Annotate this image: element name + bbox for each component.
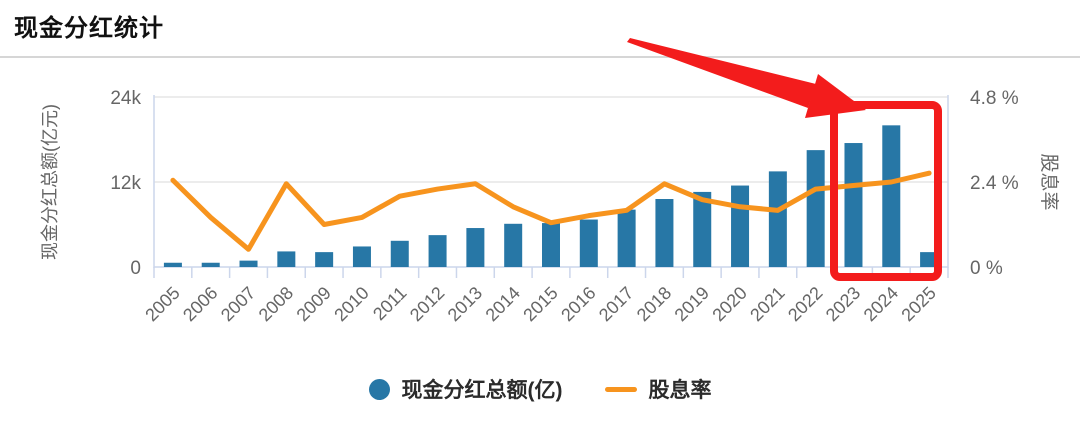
x-axis-label-2006: 2006: [179, 283, 221, 325]
bar-2013[interactable]: [466, 228, 485, 267]
x-axis-label-2011: 2011: [369, 283, 411, 325]
chart-legend: 现金分红总额(亿) 股息率: [0, 371, 1080, 407]
bar-2006[interactable]: [201, 262, 220, 267]
x-axis-label-2008: 2008: [255, 283, 297, 325]
x-axis-label-2022: 2022: [784, 283, 826, 325]
bar-2011[interactable]: [390, 240, 409, 267]
right-axis-title: 股息率: [1038, 153, 1060, 210]
bar-2018[interactable]: [655, 199, 674, 267]
legend-item-dividend-yield[interactable]: 股息率: [604, 374, 712, 404]
yield-line[interactable]: [170, 170, 932, 252]
bar-2009[interactable]: [315, 252, 334, 267]
x-axis-label-2010: 2010: [330, 283, 372, 325]
x-axis-label-2005: 2005: [141, 283, 183, 325]
title-divider: [0, 56, 1080, 58]
legend-line-marker: [604, 386, 637, 392]
left-axis-tick-label: 12k: [110, 173, 141, 194]
x-axis-label-2012: 2012: [406, 283, 448, 325]
bar-2012[interactable]: [428, 235, 447, 267]
bar-2024[interactable]: [882, 125, 901, 267]
left-axis-title: 现金分红总额(亿元): [40, 104, 60, 260]
bar-2025[interactable]: [920, 252, 939, 267]
x-axis-label-2020: 2020: [708, 283, 750, 325]
x-axis-label-2021: 2021: [746, 283, 788, 325]
right-axis-tick-label: 4.8 %: [970, 88, 1019, 109]
left-axis-tick-label: 24k: [110, 88, 141, 109]
x-axis-label-2025: 2025: [897, 283, 939, 325]
x-axis-label-2014: 2014: [482, 283, 524, 325]
x-axis-label-2019: 2019: [671, 283, 713, 325]
bar-2019[interactable]: [693, 191, 712, 267]
bar-2010[interactable]: [352, 246, 371, 267]
left-axis-tick-label: 0: [130, 258, 141, 279]
bar-2015[interactable]: [542, 223, 560, 267]
bar-2007[interactable]: [239, 260, 258, 267]
bar-2017[interactable]: [617, 209, 636, 267]
right-axis-tick-label: 0 %: [970, 258, 1003, 279]
page-title: 现金分红统计: [14, 15, 164, 42]
bar-2008[interactable]: [277, 251, 296, 267]
right-axis-tick-label: 2.4 %: [970, 173, 1019, 194]
x-axis-label-2016: 2016: [557, 283, 599, 325]
bar-2020[interactable]: [731, 185, 750, 267]
bar-2016[interactable]: [579, 219, 598, 267]
chart-plot-area: 24k 12k 0 4.8 % 2.4 % 0 % 20052006200720082009…: [40, 88, 1060, 325]
x-axis-label-2024: 2024: [860, 283, 902, 325]
bar-2005[interactable]: [163, 262, 182, 267]
x-axis-label-2017: 2017: [595, 283, 637, 325]
legend-circle-marker: [368, 378, 390, 400]
bar-2014[interactable]: [504, 223, 523, 267]
bar-2023[interactable]: [844, 143, 863, 267]
x-axis-label-2007: 2007: [217, 283, 259, 325]
x-axis-label-2009: 2009: [293, 283, 335, 325]
bar-2021[interactable]: [768, 171, 787, 267]
x-axis-label-2018: 2018: [633, 283, 675, 325]
legend-label-dividend-yield: 股息率: [648, 379, 712, 402]
x-axis-label-2015: 2015: [519, 283, 561, 325]
legend-label-dividend-total: 现金分红总额(亿): [401, 379, 563, 402]
bar-2022[interactable]: [806, 150, 825, 267]
legend-item-dividend-total[interactable]: 现金分红总额(亿): [368, 374, 563, 404]
x-axis-label-2023: 2023: [822, 283, 864, 325]
x-axis-label-2013: 2013: [444, 283, 486, 325]
dividend-chart: 24k 12k 0 4.8 % 2.4 % 0 % 2005 2006 2007 2008 2009…: [0, 60, 1080, 365]
